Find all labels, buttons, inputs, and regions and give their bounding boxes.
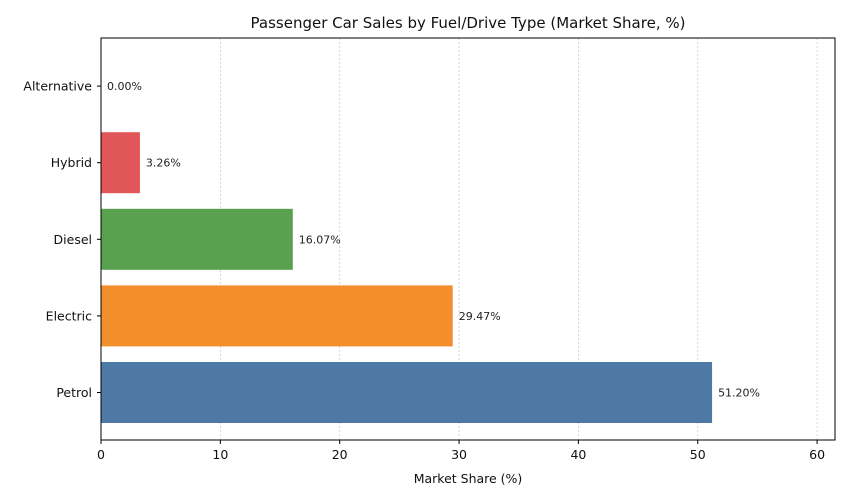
data-label-electric: 29.47% <box>459 310 501 323</box>
y-tick-label: Alternative <box>23 79 92 94</box>
y-axis-ticks: Petrol Electric Diesel Hybrid Alternative <box>23 79 101 400</box>
x-tick-label: 0 <box>97 447 105 462</box>
bar-hybrid <box>101 132 140 194</box>
y-tick-label: Hybrid <box>51 155 92 170</box>
data-label-diesel: 16.07% <box>299 233 341 246</box>
data-labels: 51.20% 29.47% 16.07% 3.26% 0.00% <box>107 80 760 399</box>
x-axis-label: Market Share (%) <box>414 471 523 486</box>
x-tick-label: 10 <box>212 447 228 462</box>
plot-frame <box>100 37 836 441</box>
y-tick-label: Diesel <box>54 232 92 247</box>
data-label-hybrid: 3.26% <box>146 157 181 170</box>
x-axis-ticks: 0 10 20 30 40 50 60 <box>97 440 825 462</box>
x-tick-label: 20 <box>332 447 348 462</box>
data-label-petrol: 51.20% <box>718 387 760 400</box>
bars <box>101 132 713 423</box>
y-tick-label: Electric <box>46 308 92 323</box>
x-tick-label: 30 <box>451 447 467 462</box>
x-tick-label: 60 <box>809 447 825 462</box>
y-tick-label: Petrol <box>56 385 92 400</box>
x-tick-label: 40 <box>570 447 586 462</box>
chart-title: Passenger Car Sales by Fuel/Drive Type (… <box>251 14 686 32</box>
data-label-alternative: 0.00% <box>107 80 142 93</box>
bar-electric <box>101 285 453 347</box>
bar-petrol <box>101 362 713 423</box>
x-tick-label: 50 <box>690 447 706 462</box>
bar-diesel <box>101 208 293 270</box>
